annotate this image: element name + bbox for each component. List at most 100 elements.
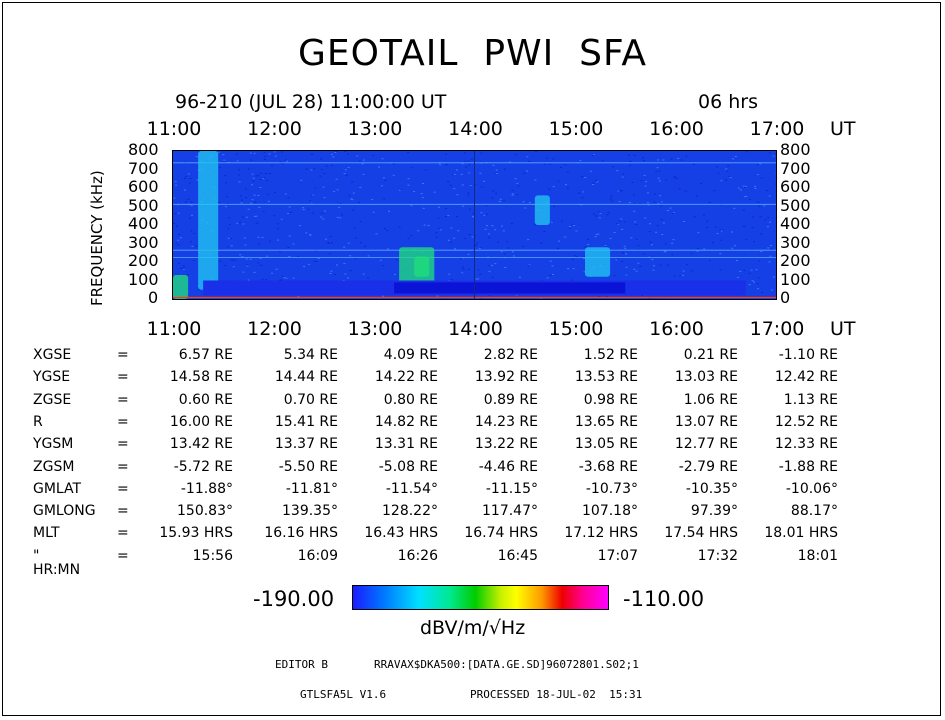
spectrogram-speckle bbox=[252, 180, 255, 182]
spectrogram-speckle bbox=[744, 186, 747, 188]
spectrogram-speckle bbox=[273, 215, 276, 217]
spectrogram-speckle bbox=[354, 258, 357, 260]
spectrogram-speckle bbox=[617, 190, 620, 192]
spectrogram-speckle bbox=[472, 215, 474, 217]
spectrogram-speckle bbox=[494, 263, 497, 265]
spectrogram-speckle bbox=[733, 207, 736, 209]
spectrogram-speckle bbox=[289, 212, 292, 214]
spectrogram-speckle bbox=[250, 202, 253, 204]
spectrogram-speckle bbox=[317, 257, 320, 259]
spectrogram-speckle bbox=[476, 242, 479, 244]
spectrogram-speckle bbox=[553, 205, 556, 207]
spectrogram-speckle bbox=[193, 233, 196, 234]
right-freq-tick-label: 300 bbox=[780, 232, 811, 252]
spectrogram-speckle bbox=[271, 165, 274, 167]
ephemeris-value: 13.03 RE bbox=[674, 369, 738, 386]
emission-feature bbox=[585, 247, 611, 277]
spectrogram-speckle bbox=[354, 237, 357, 239]
spectrogram-speckle bbox=[647, 204, 650, 206]
spectrogram-speckle bbox=[407, 152, 410, 154]
spectrogram-speckle bbox=[422, 183, 425, 184]
spectrogram-speckle bbox=[653, 265, 655, 267]
spectrogram-speckle bbox=[460, 173, 463, 175]
ephemeris-value: 5.34 RE bbox=[283, 347, 338, 363]
spectrogram-speckle bbox=[177, 239, 180, 241]
spectrogram-speckle bbox=[386, 248, 389, 250]
spectrogram-speckle bbox=[326, 165, 329, 167]
spectrogram-speckle bbox=[666, 210, 669, 211]
spectrogram-speckle bbox=[592, 182, 595, 184]
spectrogram-speckle bbox=[281, 275, 284, 277]
spectrogram-speckle bbox=[757, 201, 760, 203]
spectrogram-speckle bbox=[575, 230, 578, 232]
spectrogram-speckle bbox=[177, 212, 180, 214]
spectrogram-speckle bbox=[472, 250, 475, 252]
spectrogram-speckle bbox=[464, 238, 467, 239]
spectrogram-speckle bbox=[671, 254, 674, 256]
spectrogram-speckle bbox=[483, 180, 486, 182]
spectrogram-speckle bbox=[552, 220, 554, 222]
spectrogram-speckle bbox=[265, 279, 268, 281]
spectrogram-speckle bbox=[691, 270, 694, 272]
spectrogram-speckle bbox=[286, 160, 289, 162]
ephemeris-label: ZGSE bbox=[33, 391, 72, 408]
spectrogram-speckle bbox=[328, 253, 331, 255]
spectrogram-speckle bbox=[192, 259, 195, 261]
spectrogram-speckle bbox=[597, 233, 600, 235]
spectrogram-speckle bbox=[261, 237, 264, 238]
left-freq-tick-label: 600 bbox=[128, 177, 159, 196]
spectrogram-speckle bbox=[279, 161, 282, 163]
spectrogram-speckle bbox=[642, 157, 644, 159]
spectrogram-speckle bbox=[310, 169, 313, 171]
spectrogram-speckle bbox=[238, 174, 240, 176]
spectrogram-speckle bbox=[720, 180, 723, 182]
spectrogram-speckle bbox=[393, 273, 396, 275]
ephemeris-value: 16.43 HRS bbox=[364, 525, 438, 542]
ephemeris-value: 88.17° bbox=[790, 503, 838, 520]
left-freq-tick-label: 0 bbox=[148, 288, 159, 307]
spectrogram-speckle bbox=[411, 167, 414, 169]
bottom-tick-label: 11:00 bbox=[146, 318, 202, 340]
spectrogram-speckle bbox=[647, 202, 650, 204]
spectrogram-speckle bbox=[511, 194, 514, 196]
ephemeris-equals: = bbox=[117, 547, 129, 564]
spectrogram-speckle bbox=[717, 172, 720, 174]
spectrogram-speckle bbox=[567, 268, 570, 270]
spectrogram-speckle bbox=[190, 230, 193, 232]
ephemeris-value: 12.33 RE bbox=[774, 436, 838, 453]
ephemeris-value: 0.21 RE bbox=[683, 347, 738, 363]
left-freq-tick-label: 100 bbox=[128, 269, 159, 289]
spectrogram-speckle bbox=[772, 155, 775, 157]
spectrogram-speckle bbox=[219, 167, 221, 169]
spectrogram-speckle bbox=[439, 164, 441, 166]
spectrogram-speckle bbox=[223, 159, 226, 161]
spectrogram-speckle bbox=[230, 245, 233, 247]
spectrogram-speckle bbox=[263, 151, 266, 153]
spectrogram-speckle bbox=[343, 263, 346, 264]
spectrogram-speckle bbox=[653, 193, 656, 195]
spectrogram-speckle bbox=[464, 160, 467, 162]
spectrogram-speckle bbox=[184, 201, 187, 203]
spectrogram-speckle bbox=[511, 189, 514, 191]
spectrogram-speckle bbox=[658, 170, 661, 172]
spectrogram-speckle bbox=[502, 230, 505, 232]
spectrogram-speckle bbox=[616, 170, 619, 172]
bottom-tick-label: 15:00 bbox=[548, 318, 604, 340]
spectrogram-speckle bbox=[592, 213, 595, 215]
ephemeris-value: -1.10 RE bbox=[778, 347, 838, 363]
emission-feature bbox=[414, 256, 430, 277]
spectrogram-speckle bbox=[648, 256, 651, 258]
spectrogram-speckle bbox=[447, 181, 450, 183]
spectrogram-speckle bbox=[392, 163, 395, 165]
spectrogram-speckle bbox=[503, 168, 506, 170]
spectrogram-speckle bbox=[315, 261, 318, 262]
spectrogram-speckle bbox=[620, 218, 623, 220]
spectrogram-speckle bbox=[620, 190, 623, 192]
spectrogram-speckle bbox=[253, 215, 256, 217]
spectrogram-speckle bbox=[775, 153, 776, 155]
spectrogram-speckle bbox=[228, 217, 231, 219]
spectrogram-speckle bbox=[237, 169, 240, 171]
spectrogram-speckle bbox=[480, 186, 483, 188]
spectrogram-speckle bbox=[173, 197, 176, 199]
spectrogram-speckle bbox=[639, 203, 641, 205]
